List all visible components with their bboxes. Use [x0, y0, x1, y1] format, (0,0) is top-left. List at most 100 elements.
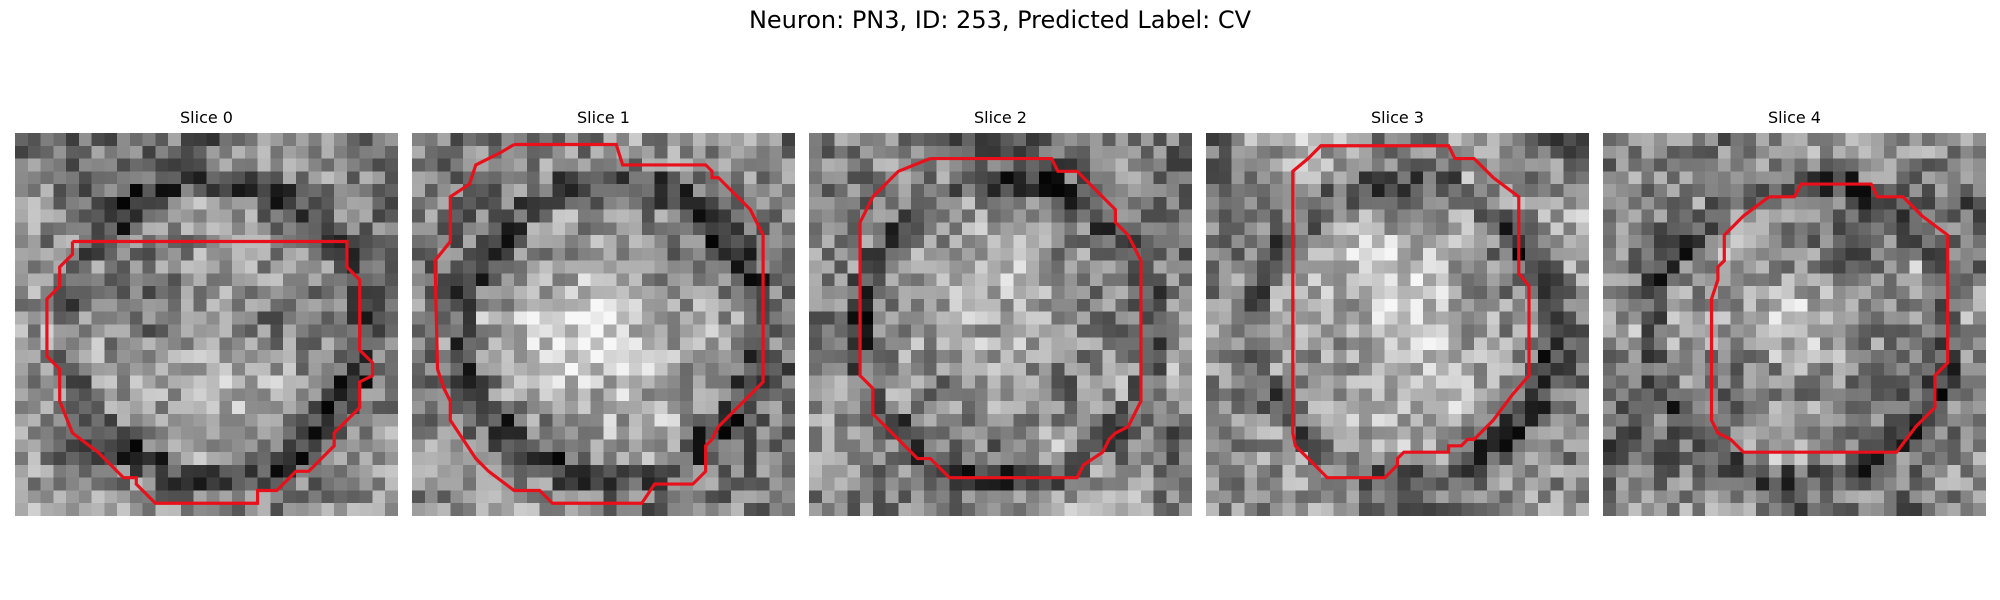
- image-pixel: [1922, 337, 1936, 351]
- image-pixel: [590, 247, 604, 261]
- image-pixel: [155, 133, 169, 147]
- image-pixel: [219, 311, 233, 325]
- image-pixel: [590, 260, 604, 274]
- image-pixel: [104, 311, 118, 325]
- image-pixel: [1051, 452, 1065, 466]
- image-pixel: [1410, 184, 1424, 198]
- image-pixel: [295, 452, 309, 466]
- image-pixel: [1166, 273, 1180, 287]
- image-pixel: [1845, 490, 1859, 504]
- image-pixel: [987, 133, 1001, 147]
- image-pixel: [1603, 350, 1617, 364]
- image-pixel: [385, 426, 398, 440]
- image-pixel: [66, 401, 80, 415]
- image-pixel: [872, 247, 886, 261]
- image-pixel: [616, 375, 630, 389]
- image-pixel: [667, 490, 681, 504]
- image-pixel: [1257, 171, 1271, 185]
- image-pixel: [1550, 452, 1564, 466]
- image-pixel: [91, 413, 105, 427]
- image-pixel: [1013, 247, 1027, 261]
- image-pixel: [1269, 158, 1283, 172]
- image-pixel: [424, 375, 438, 389]
- image-pixel: [1909, 337, 1923, 351]
- image-pixel: [1883, 426, 1897, 440]
- image-pixel: [1295, 401, 1309, 415]
- image-pixel: [1320, 413, 1334, 427]
- image-pixel: [1038, 337, 1052, 351]
- image-pixel: [821, 260, 835, 274]
- image-pixel: [168, 452, 182, 466]
- image-pixel: [437, 452, 451, 466]
- image-pixel: [1679, 133, 1693, 147]
- image-pixel: [1371, 222, 1385, 236]
- image-pixel: [1128, 362, 1142, 376]
- image-pixel: [91, 388, 105, 402]
- image-pixel: [898, 222, 912, 236]
- image-pixel: [488, 350, 502, 364]
- image-pixel: [1947, 311, 1961, 325]
- image-pixel: [1794, 439, 1808, 453]
- image-pixel: [1858, 196, 1872, 210]
- image-pixel: [1179, 184, 1192, 198]
- image-pixel: [412, 133, 426, 147]
- image-pixel: [1333, 388, 1347, 402]
- image-pixel: [821, 247, 835, 261]
- image-pixel: [91, 362, 105, 376]
- image-pixel: [1730, 503, 1744, 516]
- image-pixel: [385, 286, 398, 300]
- image-pixel: [756, 196, 770, 210]
- image-pixel: [270, 133, 284, 147]
- image-pixel: [1654, 311, 1668, 325]
- image-pixel: [1320, 133, 1334, 147]
- image-pixel: [1461, 196, 1475, 210]
- image-pixel: [1474, 503, 1488, 516]
- image-pixel: [1128, 464, 1142, 478]
- image-pixel: [756, 503, 770, 516]
- image-pixel: [718, 196, 732, 210]
- image-pixel: [1705, 171, 1719, 185]
- image-pixel: [1934, 196, 1948, 210]
- image-pixel: [872, 273, 886, 287]
- image-pixel: [283, 133, 297, 147]
- image-pixel: [1628, 439, 1642, 453]
- image-pixel: [603, 464, 617, 478]
- image-pixel: [847, 171, 861, 185]
- image-pixel: [577, 222, 591, 236]
- image-pixel: [1166, 286, 1180, 300]
- image-pixel: [1730, 171, 1744, 185]
- image-pixel: [756, 477, 770, 491]
- image-pixel: [168, 324, 182, 338]
- image-pixel: [308, 413, 322, 427]
- image-pixel: [1871, 464, 1885, 478]
- image-pixel: [359, 298, 373, 312]
- image-pixel: [1705, 209, 1719, 223]
- image-pixel: [1333, 209, 1347, 223]
- image-pixel: [911, 133, 925, 147]
- image-pixel: [1077, 401, 1091, 415]
- image-pixel: [923, 375, 937, 389]
- image-pixel: [1499, 235, 1513, 249]
- image-pixel: [1064, 439, 1078, 453]
- image-pixel: [1013, 273, 1027, 287]
- image-pixel: [603, 324, 617, 338]
- image-pixel: [680, 209, 694, 223]
- image-pixel: [91, 426, 105, 440]
- image-pixel: [1269, 286, 1283, 300]
- image-pixel: [872, 439, 886, 453]
- image-pixel: [1051, 273, 1065, 287]
- image-pixel: [1603, 196, 1617, 210]
- image-pixel: [847, 158, 861, 172]
- image-pixel: [1384, 171, 1398, 185]
- image-pixel: [949, 145, 963, 159]
- image-pixel: [1756, 337, 1770, 351]
- image-pixel: [1166, 235, 1180, 249]
- image-pixel: [1628, 184, 1642, 198]
- image-pixel: [412, 362, 426, 376]
- image-pixel: [1308, 247, 1322, 261]
- image-pixel: [962, 273, 976, 287]
- image-pixel: [308, 298, 322, 312]
- image-pixel: [40, 439, 54, 453]
- image-pixel: [488, 490, 502, 504]
- image-pixel: [463, 158, 477, 172]
